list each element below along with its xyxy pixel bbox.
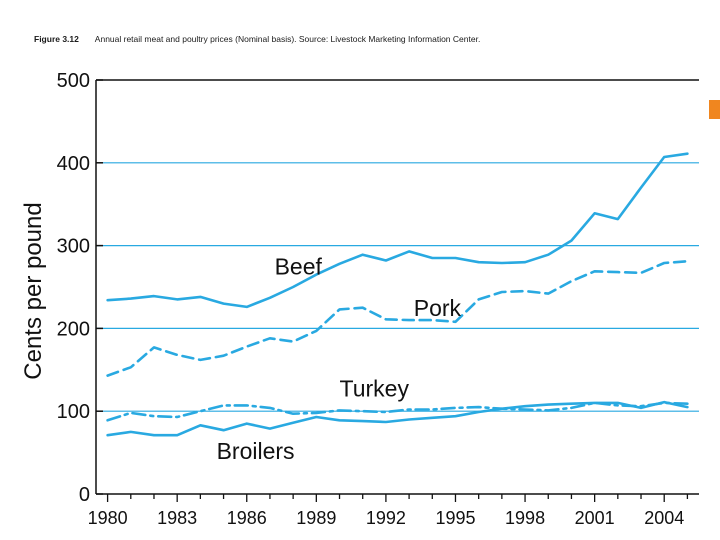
series-label-turkey: Turkey [340,375,410,401]
series-line-broilers [106,400,689,437]
figure-caption: Figure 3.12 Annual retail meat and poult… [34,34,480,44]
y-axis-label: Cents per pound [20,202,47,379]
x-axis-ticks: 1980 1983 1986 1989 1992 1995 1998 2001 2004 [88,494,689,528]
series-label-pork: Pork [414,295,462,321]
y-axis-ticks: 0 100 200 300 400 500 [57,70,103,506]
y-tick-label: 0 [79,484,90,506]
slide-accent-bar [709,100,720,119]
x-tick-label: 1983 [157,508,197,528]
x-tick-label: 1980 [88,508,128,528]
caption-text: Annual retail meat and poultry prices (N… [94,34,481,44]
y-tick-label: 300 [57,236,90,258]
plot-frame [95,79,699,495]
grid-lines [96,162,699,412]
series-line-beef [106,152,689,309]
y-tick-label: 500 [57,70,90,92]
series-label-broilers: Broilers [217,438,295,464]
figure-label: Figure 3.12 [34,34,79,44]
x-tick-label: 1995 [435,508,475,528]
series-labels: Beef Pork Turkey Broilers [217,254,462,465]
y-tick-label: 100 [57,401,90,423]
x-tick-label: 1986 [227,508,267,528]
x-tick-label: 1989 [296,508,336,528]
series-line-pork [106,259,689,377]
x-tick-label: 1998 [505,508,545,528]
x-tick-label: 1992 [366,508,406,528]
y-tick-label: 400 [57,153,90,175]
series-label-beef: Beef [275,254,323,280]
chart-series [106,152,689,437]
y-tick-label: 200 [57,318,90,340]
x-tick-label: 2004 [644,508,684,528]
x-tick-label: 2001 [575,508,615,528]
